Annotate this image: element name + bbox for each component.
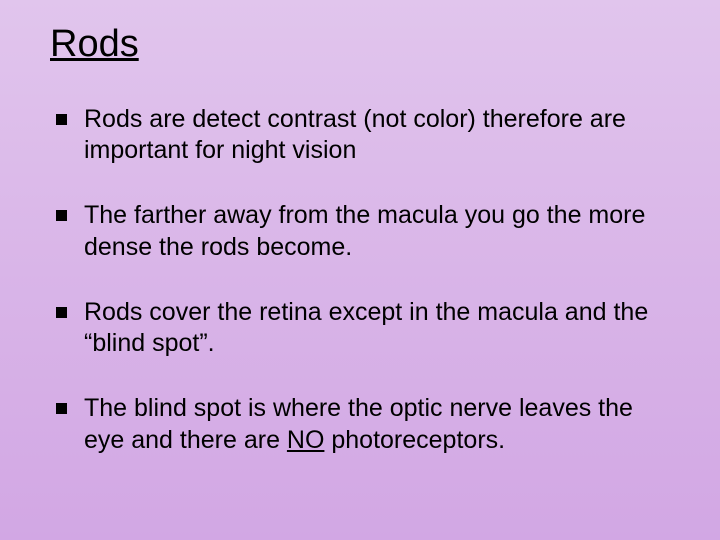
- bullet-item: Rods are detect contrast (not color) the…: [50, 104, 670, 167]
- slide: Rods Rods are detect contrast (not color…: [0, 0, 720, 540]
- bullet-text-underlined: NO: [287, 426, 325, 454]
- bullet-item: Rods cover the retina except in the macu…: [50, 297, 670, 360]
- bullet-text: Rods cover the retina except in the macu…: [84, 298, 648, 357]
- bullet-text: Rods are detect contrast (not color) the…: [84, 105, 626, 164]
- bullet-list: Rods are detect contrast (not color) the…: [50, 104, 670, 456]
- bullet-text-suffix: photoreceptors.: [324, 426, 505, 454]
- bullet-text: The farther away from the macula you go …: [84, 201, 645, 260]
- slide-title: Rods: [50, 24, 670, 66]
- bullet-item: The farther away from the macula you go …: [50, 200, 670, 263]
- bullet-item: The blind spot is where the optic nerve …: [50, 393, 670, 456]
